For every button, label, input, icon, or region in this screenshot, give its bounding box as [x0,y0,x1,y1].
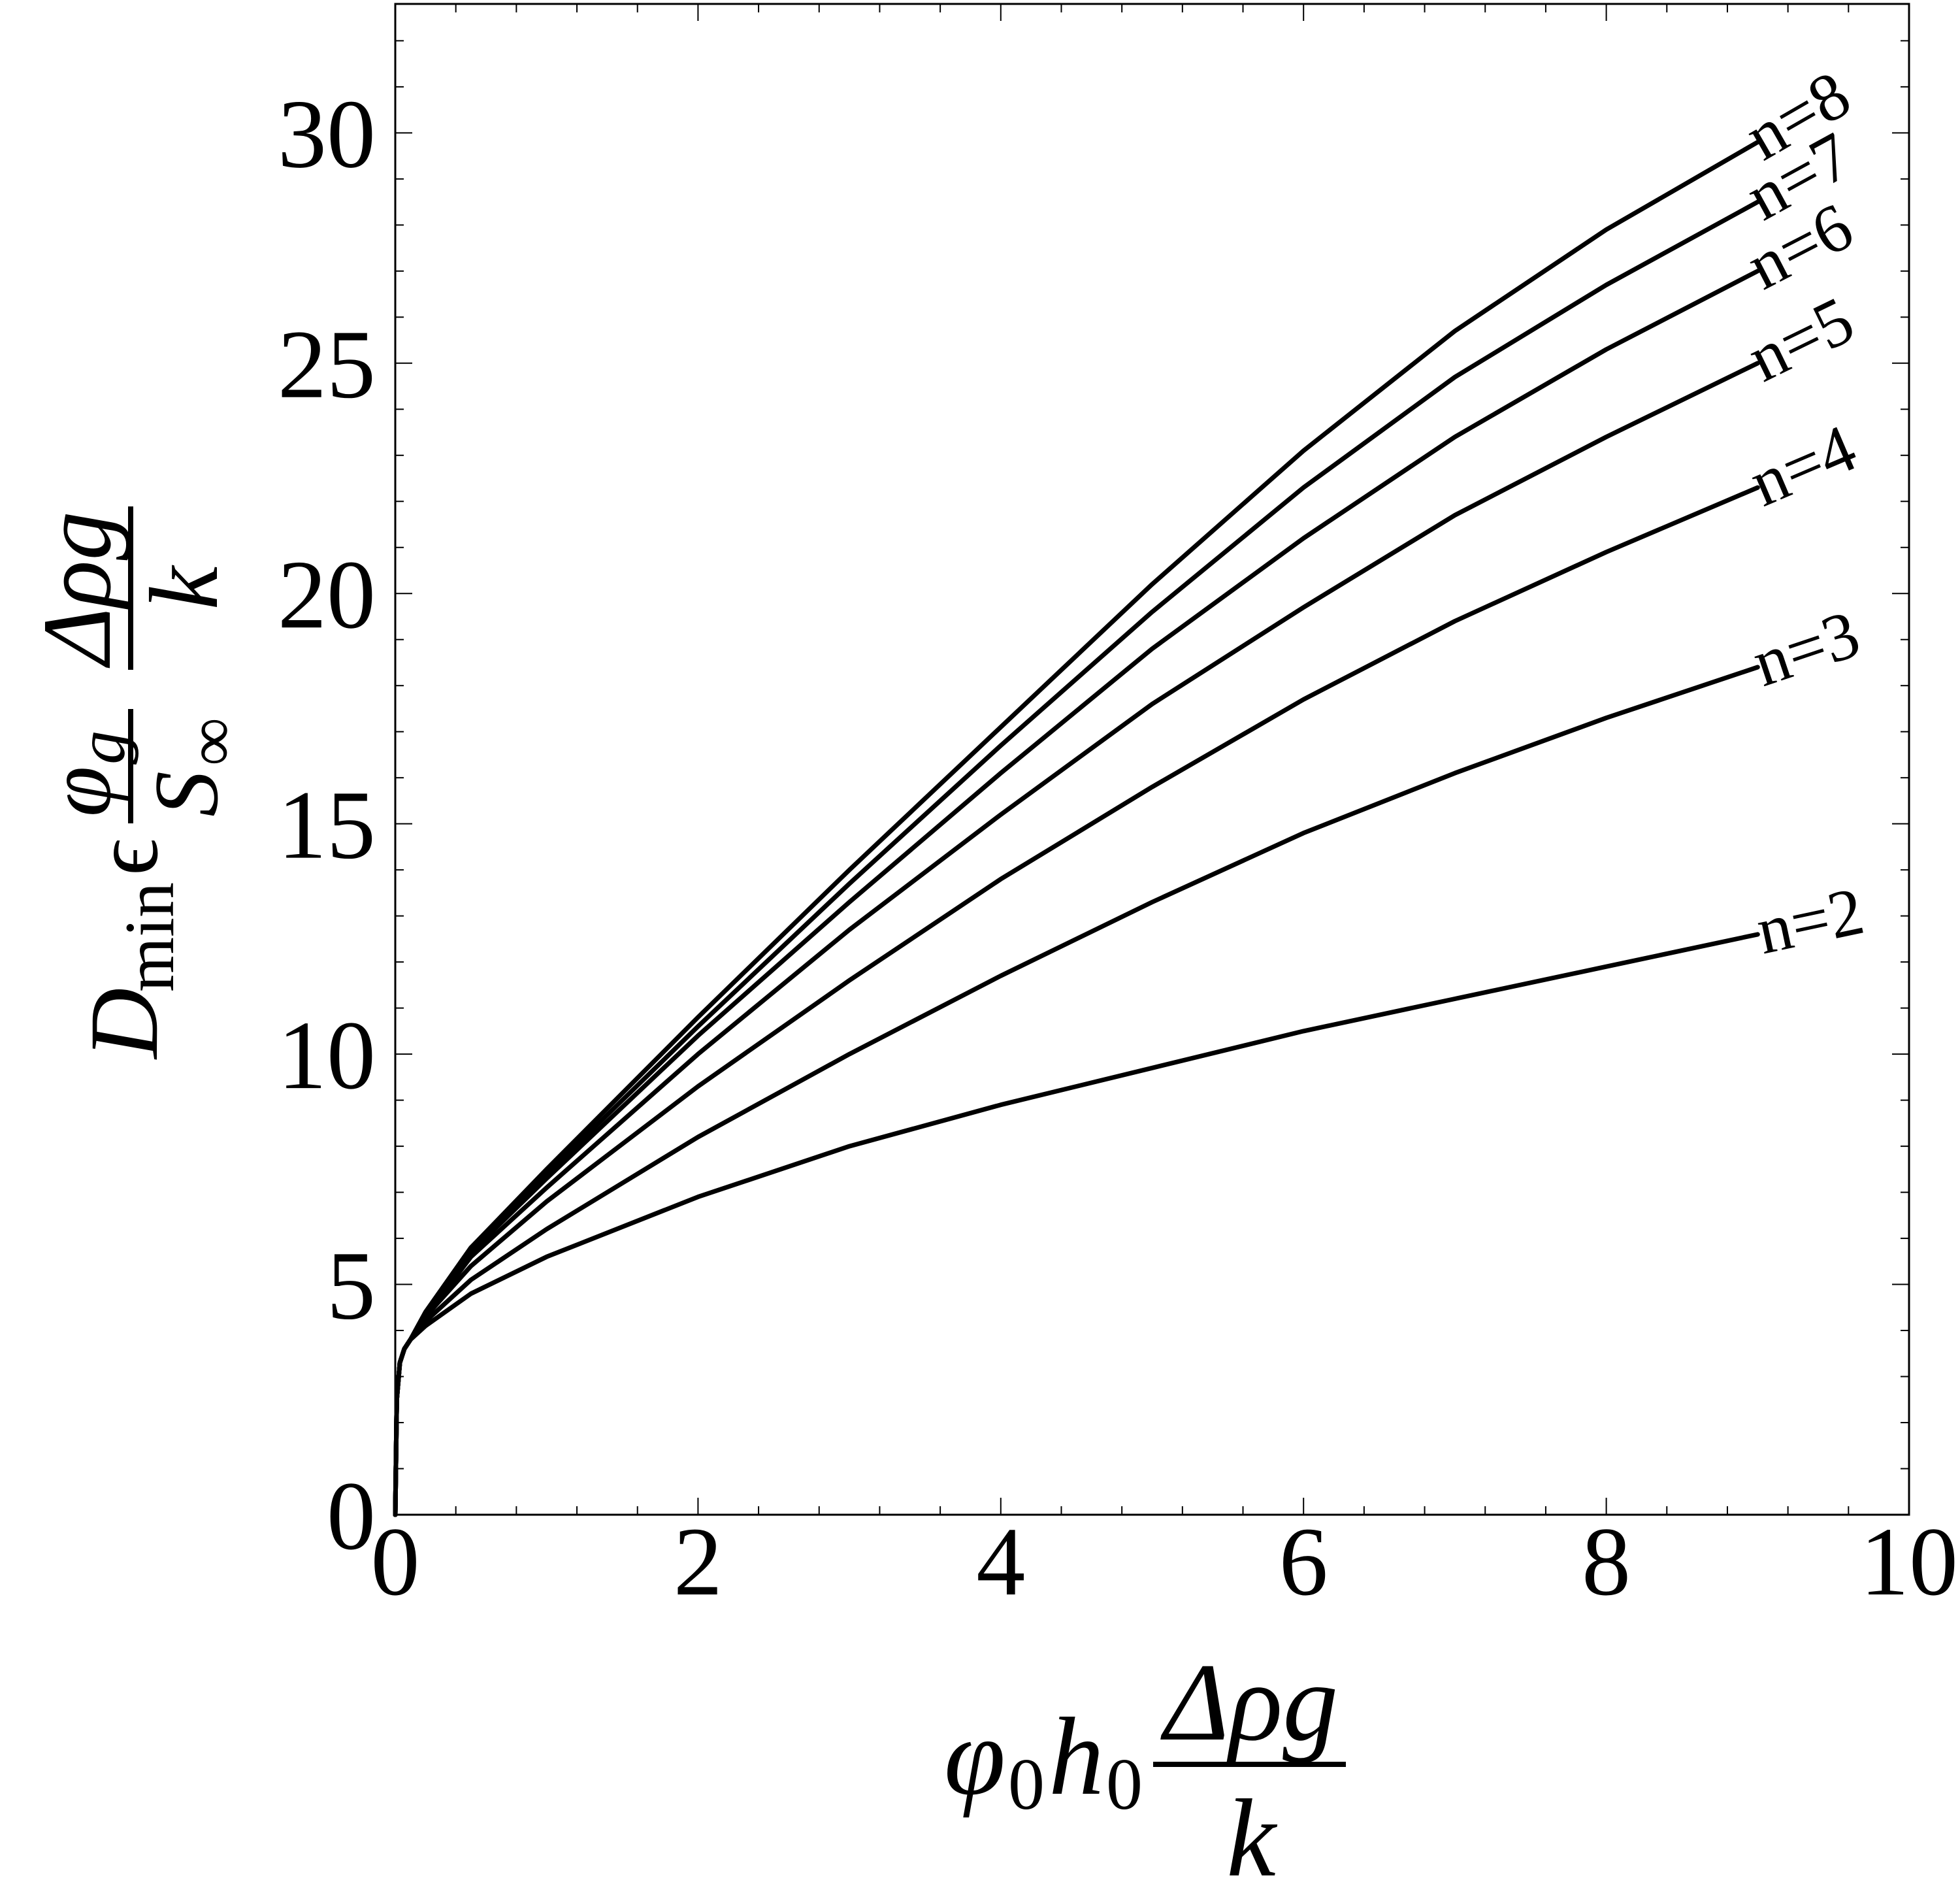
series-line-n=4 [393,485,1760,1517]
x-tick-label: 0 [371,1508,420,1616]
plot-frame [394,3,1910,1516]
series-line-n=8 [393,140,1760,1517]
series-line-n=3 [393,665,1760,1517]
y-label-d: D [70,988,178,1060]
major-ticks [395,4,1910,1515]
y-label-epsilon: ϵ [76,838,177,876]
y-tick-label: 5 [327,1232,376,1340]
series-label-n=3: n=3 [1744,596,1869,701]
x-tick-label: 8 [1582,1508,1631,1616]
y-tick-labels: 0 5 10 15 20 25 30 [278,80,376,1570]
x-label-denominator: k [1226,1777,1277,1897]
y-tick-label: 10 [278,1001,376,1110]
x-tick-label: 2 [674,1508,723,1616]
y-tick-label: 30 [278,80,376,188]
series-label-n=2: n=2 [1750,873,1870,968]
y-label-frac2-num: Δρg [23,511,131,668]
x-tick-label: 6 [1279,1508,1328,1616]
y-label-frac1-num-sub: g [64,731,139,765]
x-label-phi: φ [944,1695,1005,1818]
x-label-phi-sub: 0 [1008,1744,1045,1825]
minor-ticks [395,4,1909,1515]
x-label-numerator: Δρg [1160,1641,1338,1764]
y-tick-label: 20 [278,540,376,649]
series-line-n=6 [393,269,1760,1517]
y-tick-label: 0 [327,1462,376,1570]
series-label-n=5: n=5 [1737,282,1865,397]
series-labels: n=2n=3n=4n=5n=6n=7n=8 [1733,56,1870,968]
x-tick-labels: 0 2 4 6 8 10 [371,1508,1959,1616]
y-label-frac1-den-sub: ∞ [174,718,249,766]
x-axis-label: φ 0 h 0 Δρg k [944,1641,1346,1897]
series-line-n=7 [393,199,1760,1517]
y-label-frac1-num: φ [29,767,130,817]
series-lines [393,140,1760,1517]
x-label-h-sub: 0 [1106,1744,1143,1825]
y-tick-label: 15 [278,771,376,880]
series-label-n=4: n=4 [1739,410,1867,521]
x-tick-label: 10 [1860,1508,1958,1616]
y-label-frac2-den: k [130,565,238,610]
y-tick-label: 25 [278,310,376,419]
y-label-d-sub: min [111,882,189,992]
series-line-n=2 [393,932,1760,1517]
x-label-h: h [1049,1695,1104,1818]
y-axis-label: D min ϵ φ g S ∞ Δρg k [23,506,249,1060]
x-tick-label: 4 [976,1508,1025,1616]
y-label-frac1-den: S [136,771,237,817]
